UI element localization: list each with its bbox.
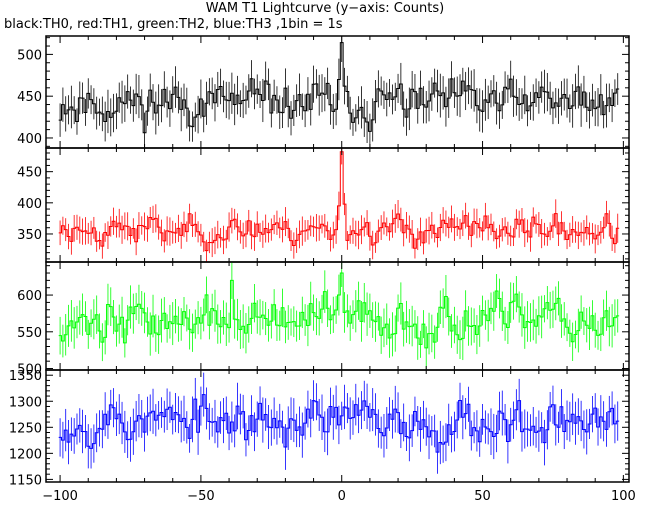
y-tick-label-TH1-400: 400 <box>17 197 42 212</box>
y-tick-label-TH0-400: 400 <box>17 132 42 147</box>
y-tick-label-TH1-450: 450 <box>17 166 42 181</box>
series-TH1 <box>58 148 620 262</box>
y-tick-label-TH3-1300: 1300 <box>9 395 42 410</box>
y-tick-label-TH0-450: 450 <box>17 90 42 105</box>
y-tick-label-TH0-500: 500 <box>17 48 42 63</box>
y-tick-label-TH3-1250: 1250 <box>9 421 42 436</box>
y-tick-label-TH3-1350: 1350 <box>9 369 42 384</box>
y-tick-label-TH2-500: 500 <box>17 363 42 378</box>
chart-title: WAM T1 Lightcurve (y−axis: Counts) <box>205 1 445 16</box>
x-tick-label--50: −50 <box>187 489 214 504</box>
x-tick-label--100: −100 <box>42 489 78 504</box>
series-TH3 <box>58 372 620 474</box>
x-tick-label-100: 100 <box>611 489 636 504</box>
y-tick-label-TH3-1200: 1200 <box>9 447 42 462</box>
y-tick-label-TH2-550: 550 <box>17 326 42 341</box>
series-TH2 <box>58 262 620 370</box>
x-tick-label-0: 0 <box>338 489 346 504</box>
x-tick-label-50: 50 <box>474 489 491 504</box>
series-TH0 <box>58 36 620 148</box>
chart-subtitle: black:TH0, red:TH1, green:TH2, blue:TH3 … <box>4 17 343 32</box>
y-tick-label-TH2-600: 600 <box>17 289 42 304</box>
y-tick-label-TH1-350: 350 <box>17 228 42 243</box>
panel-frame-TH3 <box>45 369 630 483</box>
y-tick-label-TH3-1150: 1150 <box>9 473 42 488</box>
